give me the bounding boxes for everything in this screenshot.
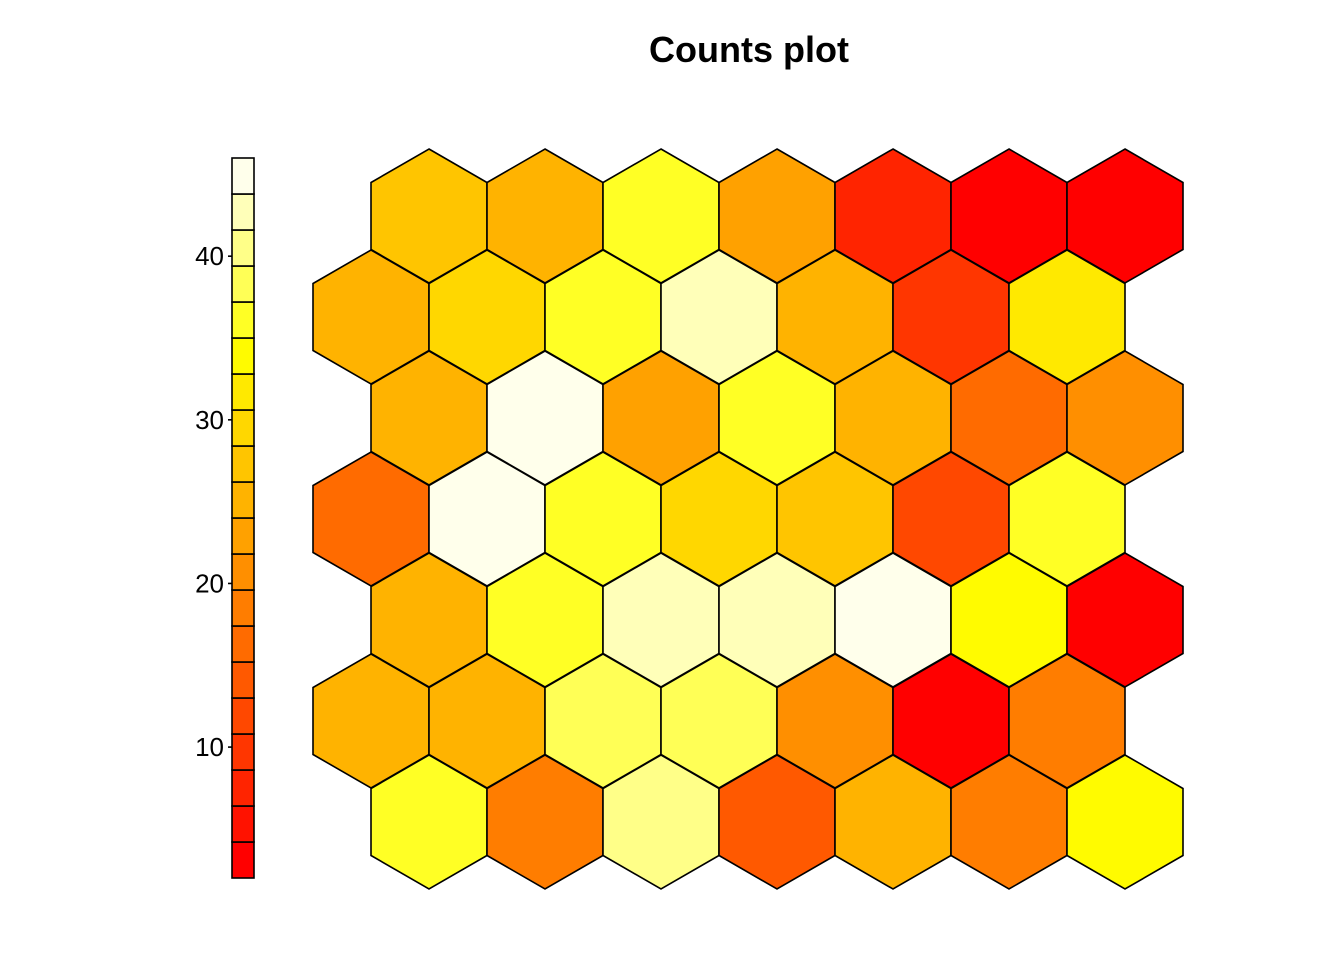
color-key-cell [231,481,255,519]
color-key-cell [231,373,255,411]
color-key-tick-label: 10 [195,732,224,762]
color-key: 10 20 30 40 [195,157,255,879]
color-key-cell [231,157,255,195]
hex-grid [312,148,1184,890]
color-key-cell [231,733,255,771]
chart-title: Counts plot [649,29,849,70]
color-key-cell [231,769,255,807]
color-key-cell [231,553,255,591]
hex-cell [1066,754,1184,890]
color-key-cell [231,589,255,627]
color-key-tick-label: 20 [195,568,224,598]
color-key-cell [231,841,255,879]
color-key-cell [231,301,255,339]
color-key-cell [231,517,255,555]
color-key-cell [231,445,255,483]
color-key-cell [231,805,255,843]
color-key-cell [231,229,255,267]
color-key-cell [231,337,255,375]
color-key-tick-label: 30 [195,405,224,435]
color-key-cell [231,697,255,735]
color-key-cell [231,625,255,663]
color-key-cell [231,409,255,447]
color-key-cell [231,265,255,303]
color-key-tick-label: 40 [195,241,224,271]
color-key-cell [231,193,255,231]
color-key-cell [231,661,255,699]
